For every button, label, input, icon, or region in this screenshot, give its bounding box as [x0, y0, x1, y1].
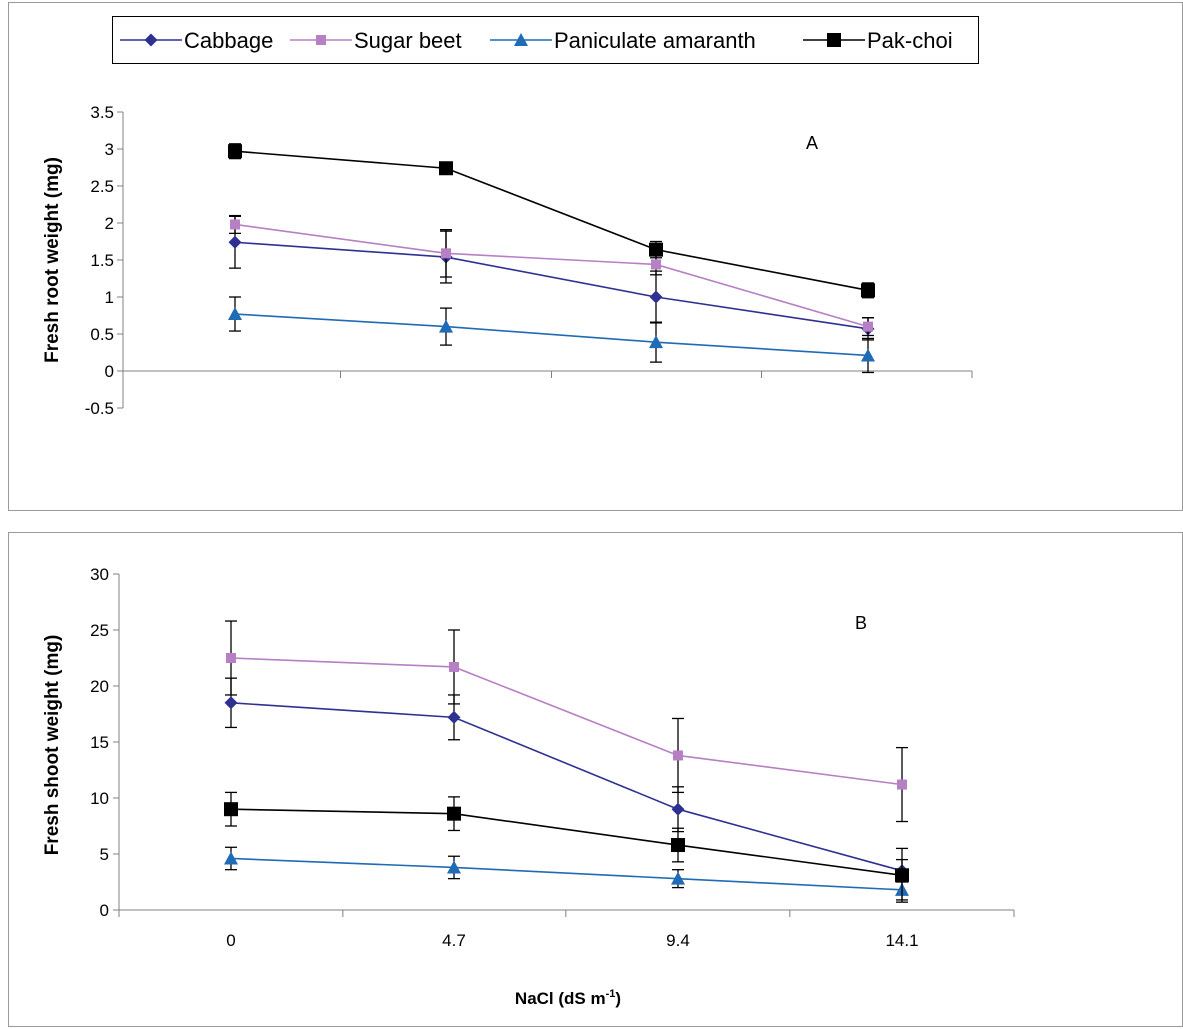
panel-a-y-tick-label-1: 3 — [105, 140, 114, 159]
legend-marker-1 — [144, 33, 158, 47]
panel-b-x-tick-label-1: 4.7 — [442, 931, 466, 950]
panel-a-series-3 — [228, 296, 875, 374]
panel-a-series-3-line — [234, 313, 869, 357]
panel-a-y-tick-label-2: 2.5 — [90, 177, 114, 196]
panel-b-y-tick-label-1: 25 — [90, 621, 109, 640]
x-axis-label: NaCl (dS m-1) — [515, 988, 621, 1008]
panel-a-y-tick-label-5: 1 — [105, 288, 114, 307]
x-axis-label-tail: ) — [615, 989, 621, 1008]
panel-b-x-tick-label-2: 9.4 — [666, 931, 690, 950]
panel-b-ylabel: Fresh shoot weight (mg) — [42, 635, 63, 856]
legend-label-3: Paniculate amaranth — [554, 28, 756, 53]
panel-a-y-tick-label-3: 2 — [105, 214, 114, 233]
panel-b-y-tick-label-6: 0 — [100, 901, 109, 920]
panel-b-series-1-point-0 — [224, 696, 238, 710]
legend: Cabbage Sugar beet Paniculate amaranth Pak-… — [120, 28, 953, 53]
legend-label-2: Sugar beet — [354, 28, 462, 53]
panel-a-ylabel: Fresh root weight (mg) — [42, 157, 63, 363]
panel-b-y-tick-label-3: 15 — [90, 733, 109, 752]
panel-b-series-4-point-2 — [671, 838, 685, 853]
panel-b-series-4-line — [230, 808, 903, 877]
panel-a-series-2-point-2 — [651, 259, 661, 270]
panel-b-frame — [8, 532, 1183, 1027]
panel-a-y-tick-label-6: 0.5 — [90, 325, 114, 344]
x-axis-label-sup: -1 — [606, 988, 616, 1000]
legend-marker-4 — [827, 33, 841, 47]
panel-b-y-tick-label-2: 20 — [90, 677, 109, 696]
panel-a-series-2-point-0 — [230, 219, 240, 230]
panel-a-series-4 — [228, 143, 875, 299]
panel-b-letter: B — [855, 613, 867, 633]
panel-b-series-3-point-2 — [671, 871, 685, 885]
panel-b-series-2-line — [230, 657, 903, 786]
panel-a-series-3-point-0 — [228, 307, 242, 321]
panel-b-x-tick-label-3: 14.1 — [885, 931, 918, 950]
panel-a-series-1-point-2 — [649, 290, 663, 304]
panel-b-series-1-point-1 — [447, 710, 461, 724]
panel-b-series-1-line — [230, 702, 903, 872]
panel-b-series-4 — [224, 791, 909, 903]
panel-a-y-tick-label-7: 0 — [105, 362, 114, 381]
panel-b-series-2-point-0 — [226, 653, 236, 663]
legend-marker-2 — [316, 35, 326, 45]
panel-a-series-2-point-3 — [863, 321, 873, 332]
panel-b-series-2-point-1 — [449, 661, 459, 672]
panel-a-series-4-point-0 — [228, 144, 242, 159]
x-axis-label-main: NaCl (dS m — [515, 989, 606, 1008]
panel-b-series-2-point-2 — [673, 750, 683, 761]
legend-marker-3 — [514, 33, 528, 46]
panel-b-series-4-point-3 — [895, 868, 909, 883]
panel-b-series-4-point-1 — [447, 806, 461, 821]
panel-b-series-3-point-1 — [447, 860, 461, 874]
panel-a-series-2-point-1 — [441, 248, 451, 259]
panel-b-series-2-point-3 — [897, 779, 907, 790]
panel-a-series-4-point-2 — [649, 242, 663, 257]
panel-a-y-tick-label-0: 3.5 — [90, 103, 114, 122]
legend-label-4: Pak-choi — [867, 28, 953, 53]
panel-a-series-3-point-2 — [649, 335, 663, 349]
panel-b-series-2 — [225, 620, 908, 823]
panel-a-series-3-point-1 — [439, 319, 453, 333]
panel-a-series-4-point-1 — [439, 161, 453, 176]
panel-a-frame — [8, 2, 1183, 511]
panel-b-y-tick-label-0: 30 — [90, 565, 109, 584]
panel-b-y-tick-label-4: 10 — [90, 789, 109, 808]
panel-a-series-1-line — [234, 241, 869, 330]
panel-a-series-2-line — [234, 223, 869, 328]
panel-a-series-1-point-0 — [228, 235, 242, 249]
panel-b-x-tick-label-0: 0 — [226, 931, 235, 950]
panel-b-series-3 — [224, 846, 909, 901]
panel-a-series-4-point-3 — [861, 283, 875, 298]
panel-b-y-tick-label-5: 5 — [100, 845, 109, 864]
panel-a-y-tick-label-8: -0.5 — [85, 399, 114, 418]
panel-a-letter: A — [806, 133, 818, 153]
plot-b: 30 25 20 15 10 5 0 0 4.7 9.4 14.1 — [90, 565, 1015, 950]
panel-b-series-1-point-2 — [671, 802, 685, 816]
panel-a-series-3-point-3 — [861, 348, 875, 362]
plot-a: 3.5 3 2.5 2 1.5 1 0.5 0 -0.5 — [85, 103, 973, 418]
panel-a-series-2 — [229, 214, 874, 337]
panel-a-series-4-line — [234, 150, 869, 292]
legend-label-1: Cabbage — [184, 28, 273, 53]
panel-b-series-3-point-0 — [224, 851, 238, 865]
panel-b-series-3-line — [230, 857, 903, 891]
panel-b-series-4-point-0 — [224, 802, 238, 817]
panel-a-y-tick-label-4: 1.5 — [90, 251, 114, 270]
